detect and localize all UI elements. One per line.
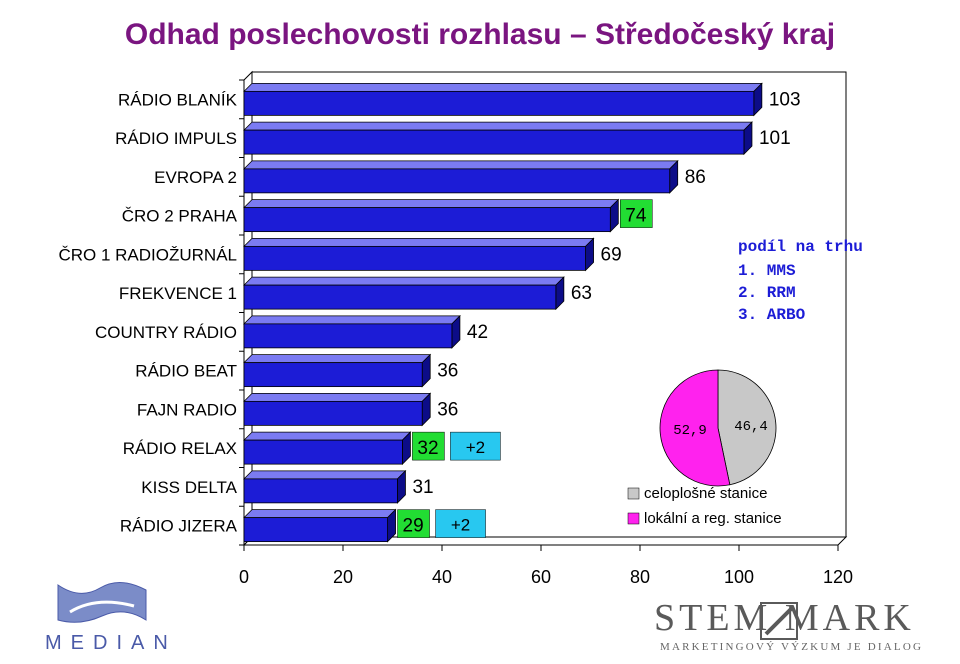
x-tick-label: 40	[432, 567, 452, 587]
value-label: 36	[437, 399, 458, 420]
bar	[243, 400, 423, 426]
category-label: COUNTRY RÁDIO	[95, 323, 237, 342]
category-label: ČRO 1 RADIOŽURNÁL	[58, 245, 237, 264]
category-label: FAJN RADIO	[137, 400, 237, 419]
bar	[243, 129, 745, 155]
bar-top	[243, 509, 397, 519]
market-share-item: 3. ARBO	[738, 306, 806, 324]
bar-top	[243, 470, 407, 480]
category-label: FREKVENCE 1	[119, 284, 237, 303]
category-label: RÁDIO BEAT	[135, 362, 237, 381]
bar-top	[243, 354, 432, 364]
category-label: EVROPA 2	[154, 168, 237, 187]
bar-top	[243, 199, 620, 209]
bar	[243, 478, 398, 504]
x-tick-label: 60	[531, 567, 551, 587]
bar	[243, 362, 423, 388]
value-label: 103	[769, 89, 801, 110]
pie-slice	[717, 369, 777, 486]
value-label-box	[620, 199, 653, 228]
bar-top	[243, 276, 565, 286]
category-label: RÁDIO IMPULS	[115, 129, 237, 148]
value-label: 32	[417, 438, 438, 459]
x-tick-label: 20	[333, 567, 353, 587]
stemmark-logo-text: STEM MARK	[654, 597, 915, 639]
change-label-box	[435, 509, 486, 538]
market-share-item: 2. RRM	[738, 284, 796, 302]
bar	[243, 517, 388, 543]
value-label: 74	[625, 206, 647, 227]
bar	[243, 323, 453, 349]
value-label-box	[397, 509, 430, 538]
value-label: 63	[571, 283, 592, 304]
chart-title: Odhad poslechovosti rozhlasu – Středočes…	[124, 18, 836, 51]
value-label: 69	[601, 244, 622, 265]
value-label: 101	[759, 128, 791, 149]
x-tick-label: 120	[823, 567, 853, 587]
bar-top	[243, 315, 461, 325]
stemmark-logo-slash	[764, 606, 794, 636]
bar	[243, 207, 611, 233]
legend-swatch	[627, 512, 640, 525]
bar-top	[243, 121, 753, 131]
value-label: 29	[403, 516, 424, 537]
change-label: +2	[451, 516, 470, 535]
bar-top	[243, 392, 432, 402]
change-label-box	[450, 431, 501, 461]
legend-label: lokální a reg. stanice	[644, 510, 782, 527]
category-label: ČRO 2 PRAHA	[122, 207, 238, 226]
bar	[243, 439, 403, 465]
bar	[243, 284, 557, 310]
value-label: 42	[467, 322, 488, 343]
pie-slice	[659, 369, 731, 487]
stemmark-logo-subtitle: MARKETINGOVÝ VÝZKUM JE DIALOG	[660, 641, 924, 653]
bar	[243, 168, 671, 194]
bar-top	[243, 431, 412, 441]
bar	[243, 90, 755, 116]
legend-swatch	[627, 487, 640, 500]
change-label: +2	[466, 438, 485, 457]
value-label: 36	[437, 361, 458, 382]
category-label: RÁDIO BLANÍK	[118, 90, 238, 109]
category-label: RÁDIO JIZERA	[120, 517, 238, 536]
x-tick-label: 80	[630, 567, 650, 587]
bar	[243, 245, 586, 271]
value-label: 31	[412, 477, 433, 498]
pie-label: 46,4	[734, 419, 768, 435]
market-share-item: 1. MMS	[738, 262, 796, 280]
median-logo-stripe	[69, 600, 135, 614]
bar-top	[243, 237, 595, 247]
bar-top	[243, 160, 679, 170]
market-share-title: podíl na trhu	[738, 238, 863, 256]
value-label-box	[412, 431, 445, 461]
legend-label: celoplošné stanice	[644, 485, 767, 502]
median-logo-text: MEDIAN	[45, 632, 177, 654]
category-label: KISS DELTA	[141, 478, 237, 497]
bar-top	[243, 82, 763, 92]
value-label: 86	[685, 167, 706, 188]
x-tick-label: 100	[724, 567, 754, 587]
pie-label: 52,9	[673, 423, 707, 439]
category-label: RÁDIO RELAX	[123, 439, 237, 458]
x-tick-label: 0	[239, 567, 249, 587]
